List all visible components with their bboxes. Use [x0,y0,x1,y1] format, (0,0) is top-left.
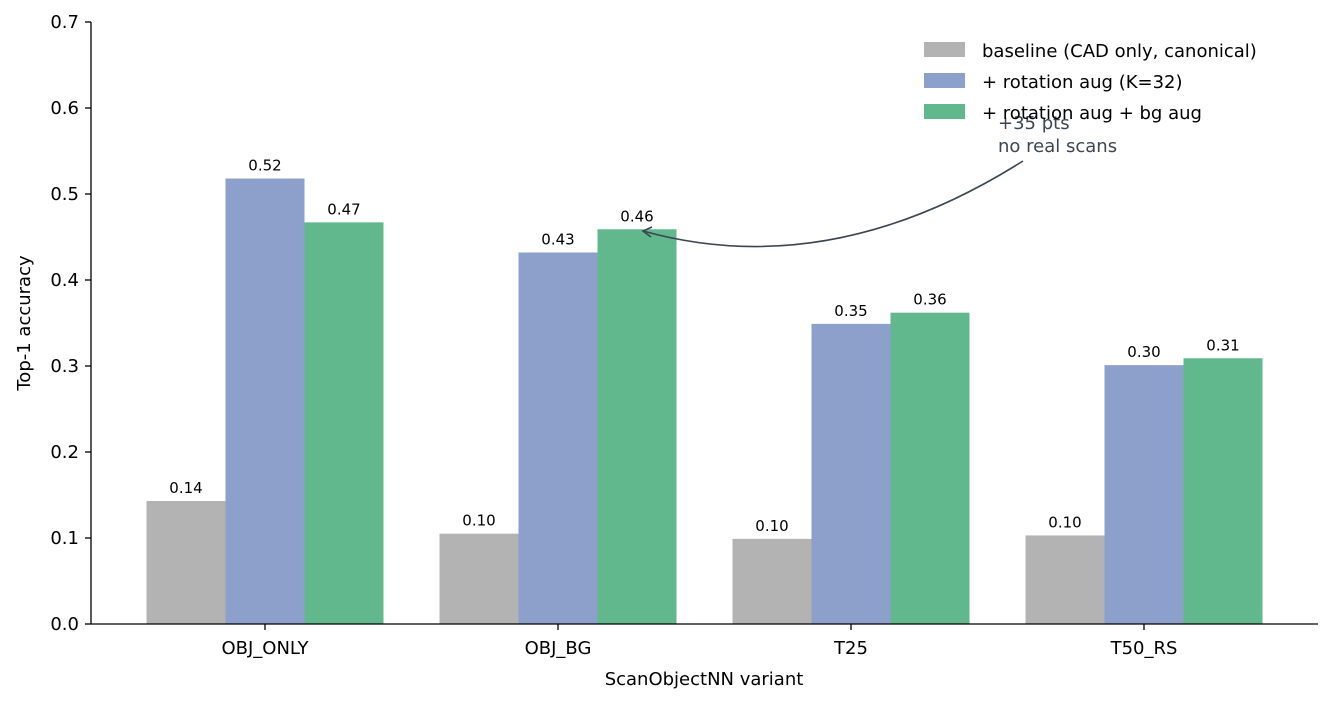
legend-label-0: baseline (CAD only, canonical) [982,41,1257,62]
bar-obj_bg-series-1 [518,252,598,625]
y-ticks: 0.0 0.1 0.2 0.3 0.4 0.5 0.6 0.7 [50,12,91,635]
annotation-line-1: +35 pts [998,113,1070,134]
bar-value-label: 0.10 [1048,513,1081,531]
legend-label-1: + rotation aug (K=32) [982,72,1183,93]
legend-swatch-1 [924,73,965,88]
annotation: +35 pts no real scans [641,113,1117,248]
legend-label-2: + rotation aug + bg aug [982,103,1202,124]
legend-swatch-2 [924,104,965,119]
bar-obj_only-series-1 [225,178,305,624]
y-tick-label: 0.6 [50,98,79,119]
bars-layer [146,178,1263,625]
annotation-arrow [642,160,1024,248]
bar-value-label: 0.52 [248,157,281,175]
bar-value-label: 0.35 [834,302,867,320]
bar-value-label: 0.14 [169,479,202,497]
y-tick-label: 0.2 [50,442,79,463]
bar-t25-series-0 [732,538,812,624]
bar-obj_only-series-2 [304,222,384,624]
bar-obj_only-series-0 [146,501,226,624]
y-tick-label: 0.7 [50,12,79,33]
bar-value-label: 0.46 [620,207,653,225]
y-tick-label: 0.0 [50,614,79,635]
annotation-arrowhead [641,226,653,238]
bar-value-label: 0.43 [541,230,574,248]
bar-value-label: 0.36 [913,291,946,309]
bar-value-label: 0.30 [1127,343,1160,361]
x-ticks: OBJ_ONLY OBJ_BG T25 T50_RS [221,624,1177,659]
x-tick-label: OBJ_ONLY [221,638,309,659]
y-tick-label: 0.5 [50,184,79,205]
bar-obj_bg-series-0 [439,533,519,624]
x-tick-label: OBJ_BG [525,638,592,659]
bar-value-label: 0.10 [462,512,495,530]
legend: baseline (CAD only, canonical) + rotation… [924,41,1257,124]
legend-swatch-0 [924,42,965,57]
x-axis-title: ScanObjectNN variant [605,669,804,690]
bar-labels-layer: 0.14 0.52 0.47 0.10 0.43 0.46 0.10 0.35 0.36 0.10… [169,157,1239,535]
bar-value-label: 0.31 [1206,336,1239,354]
x-tick-label: T25 [833,638,868,659]
bar-t25-series-1 [811,323,891,624]
y-tick-label: 0.3 [50,356,79,377]
bar-obj_bg-series-2 [597,229,677,624]
bar-t50_rs-series-2 [1183,358,1263,624]
annotation-line-2: no real scans [998,136,1117,157]
axes-layer [90,22,1318,625]
y-axis-title: Top-1 accuracy [14,255,35,392]
bar-value-label: 0.47 [327,200,360,218]
bar-t50_rs-series-1 [1104,365,1184,624]
bar-t50_rs-series-0 [1025,535,1105,624]
x-tick-label: T50_RS [1110,638,1178,659]
bar-value-label: 0.10 [755,517,788,535]
y-tick-label: 0.1 [50,528,79,549]
y-tick-label: 0.4 [50,270,79,291]
bar-t25-series-2 [890,312,970,624]
